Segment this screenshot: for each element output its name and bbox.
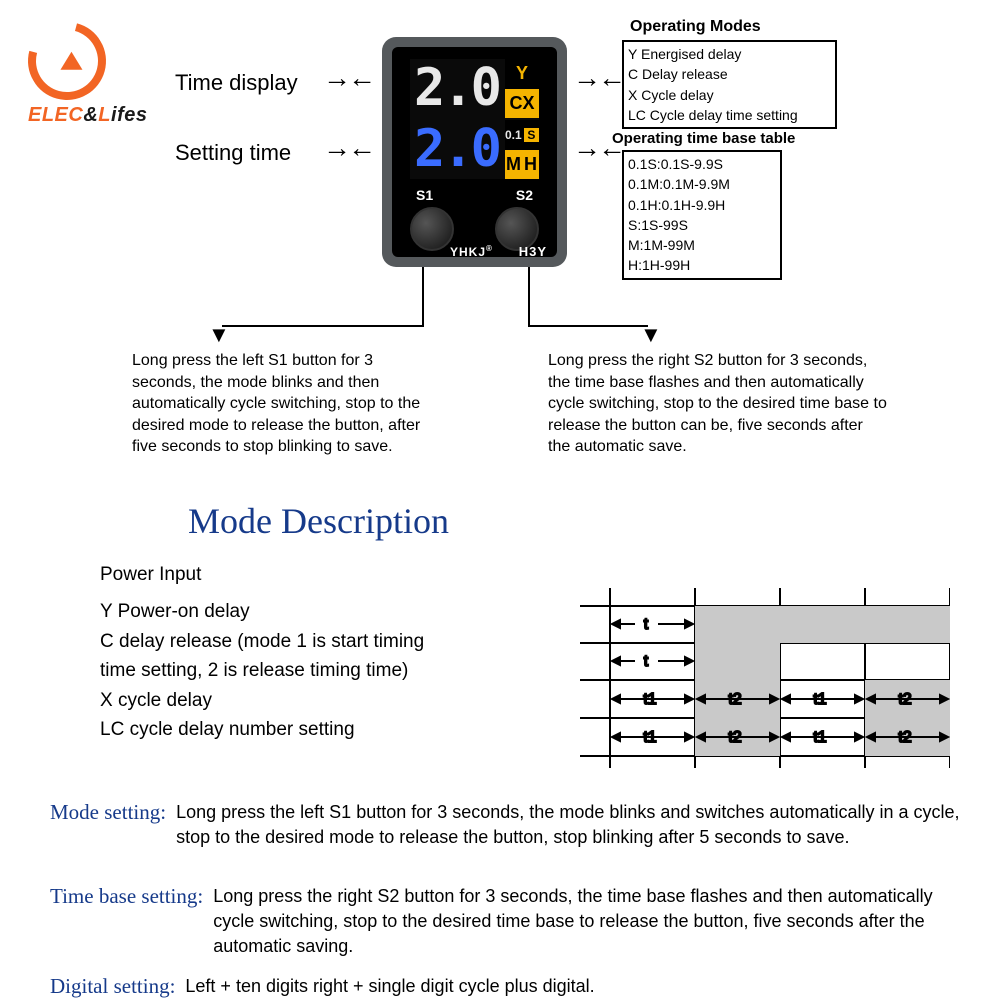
label-setting-time: Setting time: [175, 140, 291, 166]
digital-setting-row: Digital setting: Left + ten digits right…: [50, 974, 960, 999]
mode-row: Y Energised delay: [628, 44, 831, 64]
list-item: C delay release (mode 1 is start timing: [100, 627, 540, 656]
arrow-right-icon: →: [323, 132, 351, 164]
time-row: 0.1M:0.1M-9.9M: [628, 174, 776, 194]
mode-description-list: Power Input Y Power-on delay C delay rel…: [100, 560, 540, 745]
arrow-right-icon: →: [573, 62, 601, 94]
connector-line: [528, 325, 648, 327]
logo-part-b: &: [83, 104, 98, 126]
heading-mode-description: Mode Description: [188, 500, 449, 542]
brand-logo: ELEC&Lifes: [28, 22, 147, 127]
knob-label-s1: S1: [416, 187, 433, 203]
mode-setting-row: Mode setting: Long press the left S1 but…: [50, 800, 960, 850]
text-digital-setting: Left + ten digits right + single digit c…: [185, 974, 960, 999]
connector-line: [422, 267, 424, 327]
arrow-down-icon: ▼: [640, 322, 662, 348]
display-top: 2.0: [410, 59, 503, 118]
time-row: S:1S-99S: [628, 215, 776, 235]
time-row: 0.1H:0.1H-9.9H: [628, 195, 776, 215]
display-bottom: 2.0: [410, 120, 503, 179]
s2-description: Long press the right S2 button for 3 sec…: [548, 350, 888, 458]
arrow-right-icon: →: [323, 62, 351, 94]
timing-diagram: t t t1t2t1t2 t1t2t1t2: [580, 588, 950, 773]
time-row: 0.1S:0.1S-9.9S: [628, 154, 776, 174]
device-screen: 2.0 Y CX 2.0 0.1S MH: [410, 59, 539, 179]
connector-line: [528, 267, 530, 327]
logo-part-c: L: [98, 104, 111, 126]
heading-operating-modes: Operating Modes: [630, 18, 761, 36]
tag-y: Y: [505, 59, 539, 89]
mode-row: C Delay release: [628, 64, 831, 84]
text-time-base-setting: Long press the right S2 button for 3 sec…: [213, 884, 960, 960]
tag-cx: CX: [505, 89, 539, 119]
label-time-base-setting: Time base setting:: [50, 884, 203, 960]
list-item: X cycle delay: [100, 686, 540, 715]
arrow-left-icon: ←: [348, 132, 376, 164]
operating-modes-box: Y Energised delay C Delay release X Cycl…: [622, 40, 837, 129]
time-row: M:1M-99M: [628, 235, 776, 255]
knob-label-s2: S2: [516, 187, 533, 203]
logo-part-a: ELEC: [28, 104, 83, 126]
tag-column-top: Y CX: [505, 59, 539, 118]
tag-01s: 0.1S: [505, 120, 539, 150]
arrow-right-icon: →: [573, 132, 601, 164]
s1-description: Long press the left S1 button for 3 seco…: [132, 350, 432, 458]
logo-swirl-icon: [14, 8, 121, 115]
list-item: Y Power-on delay: [100, 597, 540, 626]
list-item: Power Input: [100, 560, 540, 589]
mode-row: X Cycle delay: [628, 85, 831, 105]
logo-part-d: ifes: [111, 104, 147, 126]
arrow-down-icon: ▼: [208, 322, 230, 348]
svg-text:t: t: [644, 616, 649, 633]
time-base-box: 0.1S:0.1S-9.9S 0.1M:0.1M-9.9M 0.1H:0.1H-…: [622, 150, 782, 280]
label-time-display: Time display: [175, 70, 298, 96]
heading-time-base: Operating time base table: [612, 130, 795, 147]
mode-row: LC Cycle delay time setting: [628, 105, 831, 125]
label-mode-setting: Mode setting:: [50, 800, 166, 850]
device-model: H3Y: [519, 244, 547, 259]
timer-device: 2.0 Y CX 2.0 0.1S MH S1 S2 YHKJ® H3Y: [382, 37, 567, 267]
connector-line: [222, 325, 422, 327]
list-item: time setting, 2 is release timing time): [100, 656, 540, 685]
time-base-setting-row: Time base setting: Long press the right …: [50, 884, 960, 960]
knob-s1[interactable]: [410, 207, 454, 251]
logo-text: ELEC&Lifes: [28, 104, 147, 127]
list-item: LC cycle delay number setting: [100, 715, 540, 744]
device-brand: YHKJ®: [450, 244, 493, 259]
time-row: H:1H-99H: [628, 255, 776, 275]
tag-column-bottom: 0.1S MH: [505, 120, 539, 179]
tag-mh: MH: [505, 150, 539, 180]
arrow-left-icon: ←: [348, 62, 376, 94]
text-mode-setting: Long press the left S1 button for 3 seco…: [176, 800, 960, 850]
svg-text:t: t: [644, 653, 649, 670]
label-digital-setting: Digital setting:: [50, 974, 175, 999]
